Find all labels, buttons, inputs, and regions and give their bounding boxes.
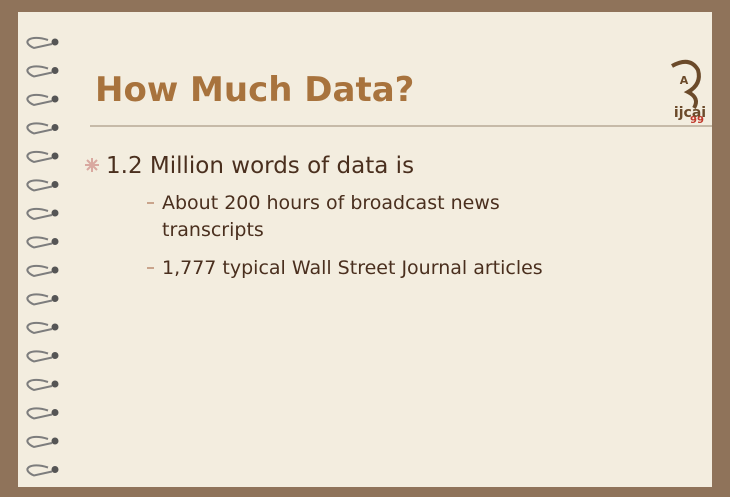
ring-hole [52, 124, 59, 131]
ring-hole [52, 409, 59, 416]
ring-hole [52, 39, 59, 46]
ring-hole [52, 96, 59, 103]
bullet-text: 1.2 Million words of data is [106, 153, 414, 179]
sub-bullet-text: About 200 hours of broadcast news [162, 192, 500, 214]
ring-hole [52, 153, 59, 160]
bullet-star [85, 158, 99, 172]
ring-hole [52, 381, 59, 388]
ring-hole [52, 267, 59, 274]
sub-bullet-text: 1,777 typical Wall Street Journal articl… [162, 257, 543, 279]
ring-hole [52, 324, 59, 331]
ring-hole [52, 295, 59, 302]
logo-letter: A [680, 74, 689, 87]
ring-hole [52, 67, 59, 74]
ring-hole [52, 352, 59, 359]
slide: How Much Data? A ijcai 99 1.2 Million wo… [0, 0, 730, 497]
ring-hole [52, 438, 59, 445]
ring-hole [52, 181, 59, 188]
ring-hole [52, 466, 59, 473]
ring-hole [52, 210, 59, 217]
logo-year: 99 [690, 115, 704, 126]
ring-hole [52, 238, 59, 245]
slide-title: How Much Data? [95, 70, 414, 110]
sub-bullet-text: transcripts [162, 219, 264, 241]
